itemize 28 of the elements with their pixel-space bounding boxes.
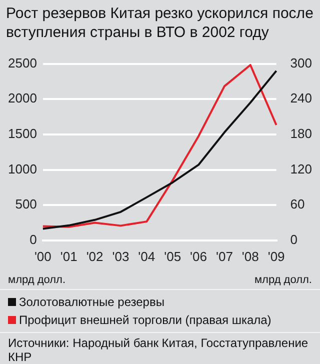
y-tick-label: 1500 [8, 126, 37, 142]
x-tick-label: '04 [138, 248, 156, 264]
y2-tick-label: 0 [290, 232, 298, 247]
text: Источники: Народный банк Китая, Госстатуправление КНР [0, 332, 320, 364]
y-tick-label: 2500 [8, 55, 37, 70]
y-axis-title: млрд долл. [8, 274, 66, 286]
x-tick-label: '05 [164, 248, 182, 264]
y2-tick-label: 300 [290, 55, 312, 70]
x-tick-label: '08 [242, 248, 259, 264]
chart-title: Рост резервов Китая резко ускорился после вступления страны в ВТО в 2002 году [5, 4, 314, 43]
x-tick-label: '01 [60, 248, 78, 264]
y2-tick-label: 180 [290, 126, 312, 142]
y-tick-label: 2000 [8, 90, 37, 106]
y2-tick-label: 240 [290, 90, 312, 106]
x-tick-label: '00 [34, 248, 52, 264]
x-tick-label: '09 [268, 248, 285, 264]
y2-tick-label: 60 [290, 196, 305, 212]
y-tick-label: 500 [15, 196, 37, 212]
y-tick-label: 0 [30, 232, 37, 247]
y2-tick-label: 120 [290, 161, 312, 176]
legend-label: Профицит внешней торговли (правая шкала) [19, 313, 272, 327]
y-tick-label: 1000 [8, 161, 37, 176]
x-tick-label: '03 [112, 248, 130, 264]
x-tick-label: '07 [216, 248, 233, 264]
legend-label: Золотовалютные резервы [19, 295, 164, 309]
x-tick-label: '06 [190, 248, 207, 264]
y2-axis-title: млрд долл. [254, 274, 312, 286]
x-tick-label: '02 [86, 248, 104, 264]
